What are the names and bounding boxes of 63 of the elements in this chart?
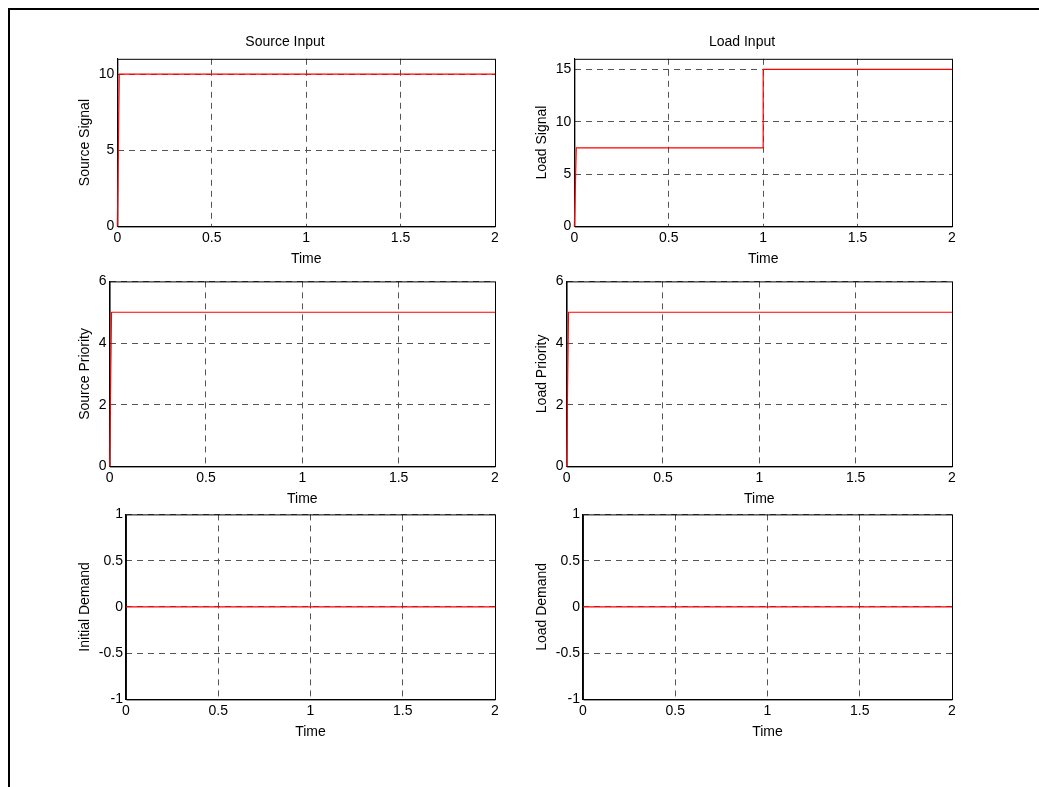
y-tick-label: 0 [572, 597, 581, 614]
x-axis-title: Time [290, 250, 322, 267]
y-axis-title: Source Signal [76, 99, 93, 187]
x-axis-title: Time [752, 723, 783, 740]
x-tick-label: 1 [306, 701, 315, 718]
x-tick-label: 1.5 [388, 468, 409, 485]
x-tick-label: 1 [755, 468, 764, 485]
x-tick-label: 2 [948, 468, 957, 485]
y-tick-label: 5 [106, 141, 115, 158]
x-tick-label: 1 [302, 228, 311, 245]
x-tick-label: 1 [298, 468, 307, 485]
y-tick-label: 5 [563, 164, 572, 181]
x-tick-label: 0.5 [196, 468, 216, 485]
x-tick-label: 0.5 [653, 468, 673, 485]
x-tick-label: 2 [491, 701, 500, 718]
chart-title: Load Input [708, 33, 776, 50]
y-tick-label: 0.5 [103, 551, 124, 568]
y-axis-title: Load Demand [533, 562, 550, 651]
x-tick-label: 1 [763, 701, 772, 718]
y-tick-label: -1 [567, 690, 581, 707]
y-tick-label: 15 [555, 60, 572, 77]
chart-title: Source Input [245, 33, 325, 50]
x-tick-label: 0.5 [665, 701, 686, 718]
y-tick-label: 0 [106, 217, 115, 234]
x-tick-label: 1.5 [393, 701, 413, 718]
x-tick-label: 1.5 [847, 228, 868, 245]
y-axis-title: Initial Demand [76, 562, 93, 652]
y-tick-label: -0.5 [555, 644, 581, 661]
y-tick-label: 1 [572, 505, 581, 522]
x-axis-title: Time [295, 723, 326, 740]
x-axis-title: Time [287, 490, 318, 507]
y-tick-label: 6 [555, 272, 564, 289]
y-tick-label: -0.5 [98, 644, 124, 661]
y-tick-label: 2 [555, 395, 564, 412]
x-tick-label: 1.5 [390, 228, 411, 245]
x-tick-label: 0.5 [208, 701, 229, 718]
y-tick-label: 0.5 [560, 551, 581, 568]
y-axis-title: Load Signal [533, 105, 550, 180]
y-tick-label: 10 [98, 64, 115, 81]
y-tick-label: -1 [110, 690, 124, 707]
x-axis-title: Time [747, 250, 779, 267]
x-tick-label: 0.5 [202, 228, 222, 245]
y-tick-label: 0 [563, 217, 572, 234]
y-tick-label: 4 [98, 333, 107, 350]
x-tick-label: 0.5 [659, 228, 679, 245]
x-tick-label: 1 [759, 228, 768, 245]
x-axis-title: Time [744, 490, 775, 507]
y-axis-title: Load Priority [533, 334, 550, 414]
y-axis-title: Source Priority [76, 327, 93, 420]
y-tick-label: 0 [98, 457, 107, 474]
y-tick-label: 1 [115, 505, 124, 522]
y-tick-label: 6 [98, 272, 107, 289]
x-tick-label: 2 [948, 228, 957, 245]
y-tick-label: 0 [115, 597, 124, 614]
x-tick-label: 2 [491, 228, 500, 245]
x-tick-label: 1.5 [845, 468, 866, 485]
x-tick-label: 1.5 [850, 701, 870, 718]
y-tick-label: 4 [555, 333, 564, 350]
y-tick-label: 2 [98, 395, 107, 412]
y-tick-label: 10 [555, 112, 572, 129]
x-tick-label: 2 [491, 468, 500, 485]
x-tick-label: 2 [948, 701, 957, 718]
y-tick-label: 0 [555, 457, 564, 474]
